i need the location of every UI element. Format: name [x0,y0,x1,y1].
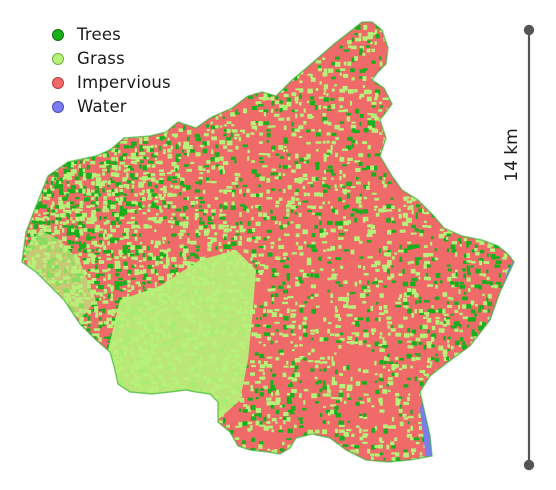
scale-bar-bottom-cap [523,459,535,471]
scale-bar-label: 14 km [502,128,522,182]
legend-item-grass: Grass [52,48,171,69]
legend-item-water: Water [52,96,171,117]
legend-label-impervious: Impervious [77,73,171,92]
legend-label-grass: Grass [77,49,125,68]
map-legend: Trees Grass Impervious Water [52,24,171,117]
legend-item-impervious: Impervious [52,72,171,93]
scale-bar [523,24,535,471]
scale-bar-top-cap [523,24,535,36]
legend-swatch-grass [52,52,64,65]
legend-swatch-impervious [52,76,64,89]
legend-swatch-water [52,100,64,113]
legend-label-water: Water [77,97,127,116]
legend-item-trees: Trees [52,24,171,45]
legend-swatch-trees [52,28,64,41]
legend-label-trees: Trees [77,25,121,44]
